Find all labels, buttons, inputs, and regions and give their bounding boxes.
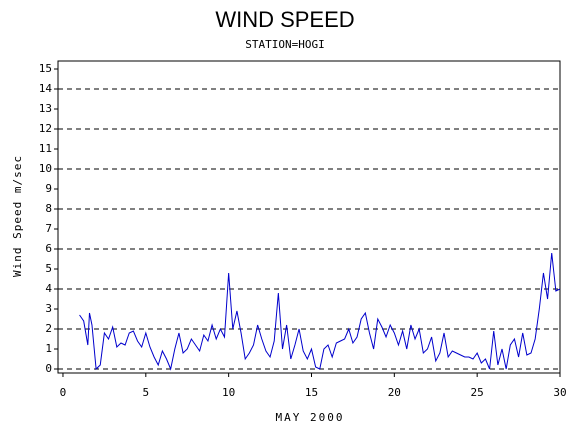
x-tick-label: 20 xyxy=(388,386,401,399)
y-tick-label: 4 xyxy=(45,282,52,295)
y-tick-label: 9 xyxy=(45,182,52,195)
y-tick-label: 15 xyxy=(39,62,52,75)
plot-frame xyxy=(57,60,561,374)
chart-subtitle: STATION=HOGI xyxy=(245,38,324,51)
x-tick-label: 5 xyxy=(142,386,149,399)
y-tick-label: 12 xyxy=(39,122,52,135)
x-tick-label: 25 xyxy=(471,386,484,399)
y-tick-label: 5 xyxy=(45,262,52,275)
y-tick-label: 10 xyxy=(39,162,52,175)
y-axis-label: Wind Speed m/sec xyxy=(11,155,24,277)
y-tick-label: 8 xyxy=(45,202,52,215)
y-tick-label: 2 xyxy=(45,322,52,335)
y-tick-label: 0 xyxy=(45,362,52,375)
x-tick-label: 15 xyxy=(305,386,318,399)
y-tick-label: 6 xyxy=(45,242,52,255)
y-tick-label: 3 xyxy=(45,302,52,315)
x-tick-label: 30 xyxy=(553,386,566,399)
y-tick-label: 14 xyxy=(39,82,53,95)
x-tick-label: 0 xyxy=(60,386,67,399)
x-tick-label: 10 xyxy=(222,386,235,399)
y-tick-label: 11 xyxy=(39,142,52,155)
y-tick-label: 7 xyxy=(45,222,52,235)
data-line xyxy=(79,252,561,371)
chart-title: WIND SPEED xyxy=(215,7,354,32)
x-axis-label: MAY 2000 xyxy=(276,411,345,424)
y-tick-label: 13 xyxy=(39,102,52,115)
y-tick-label: 1 xyxy=(45,342,52,355)
